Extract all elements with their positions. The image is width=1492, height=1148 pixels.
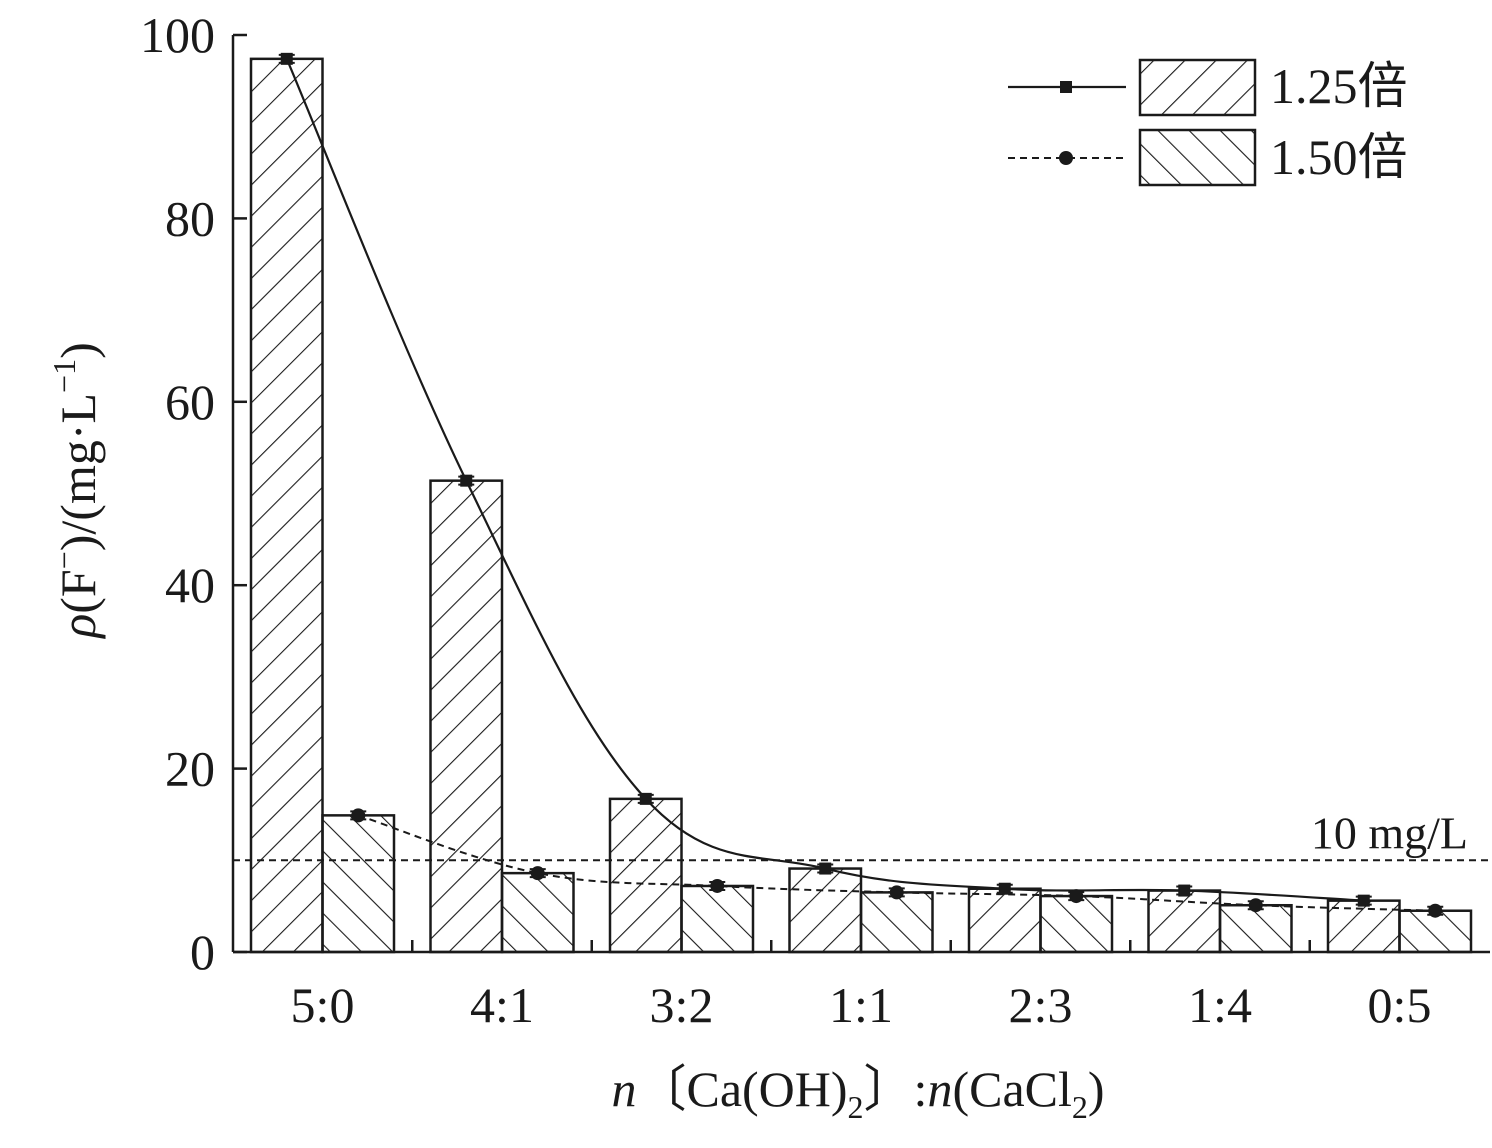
marker-2-4:1 [530, 866, 545, 881]
bar-2-3:2 [680, 884, 755, 954]
x-tick-label-1:4: 1:4 [1188, 977, 1252, 1033]
bar-2-5:0 [321, 814, 396, 954]
x-tick-label-5:0: 5:0 [291, 977, 355, 1033]
bar-1-3:2 [608, 797, 683, 954]
x-tick-label-3:2: 3:2 [650, 977, 714, 1033]
legend-swatch-2 [1138, 128, 1257, 187]
bar-1-4:1 [429, 479, 504, 954]
x-axis-label: n〔Ca(OH)2〕:n(CaCl2) [611, 1061, 1104, 1125]
x-label-sub2: 2 [1072, 1089, 1088, 1125]
y-label-f: (F [50, 569, 106, 613]
marker-1-0:5 [1357, 894, 1370, 907]
x-label-colon: : [914, 1061, 928, 1117]
x-tick-label-2:3: 2:3 [1009, 977, 1073, 1033]
y-label-exp: −1 [46, 359, 82, 393]
reference-line-label: 10 mg/L [1311, 807, 1468, 858]
marker-2-3:2 [710, 878, 725, 893]
legend-swatch-1 [1138, 58, 1257, 117]
bars-layer [249, 57, 1473, 954]
marker-1-3:2 [639, 792, 652, 805]
y-tick-label-40: 40 [165, 557, 215, 613]
axes-layer [231, 33, 1490, 954]
marker-1-5:0 [280, 52, 293, 65]
x-label-close: ) [1088, 1061, 1105, 1117]
marker-1-1:1 [819, 862, 832, 875]
legend-marker-2 [1059, 151, 1073, 165]
series-lines-layer [278, 52, 1444, 918]
bar-2-4:1 [500, 871, 575, 954]
bar-2-1:4 [1218, 903, 1293, 954]
legend: 1.25倍 1.50倍 [1008, 58, 1408, 187]
marker-2-2:3 [1069, 889, 1084, 904]
marker-1-4:1 [460, 474, 473, 487]
y-tick-label-60: 60 [165, 374, 215, 430]
bar-1-2:3 [967, 887, 1042, 954]
x-tick-label-0:5: 0:5 [1368, 977, 1432, 1033]
y-label-rho: ρ [50, 614, 106, 640]
y-tick-label-100: 100 [140, 7, 215, 63]
marker-2-5:0 [351, 808, 366, 823]
x-label-caoh: Ca(OH) [686, 1061, 847, 1117]
y-label-mid: )/(mg·L [50, 393, 106, 551]
y-tick-label-80: 80 [165, 190, 215, 246]
x-label-n1: n [611, 1061, 636, 1117]
marker-1-1:4 [1178, 884, 1191, 897]
y-axis-label: ρ(F−)/(mg·L−1) [46, 342, 106, 640]
legend-marker-1 [1060, 81, 1072, 93]
x-label-lbr: 〔 [636, 1061, 686, 1117]
x-label-sub1: 2 [848, 1089, 864, 1125]
y-tick-label-20: 20 [165, 741, 215, 797]
marker-2-1:4 [1248, 898, 1263, 913]
bar-2-1:1 [859, 891, 934, 954]
x-label-cacl: (CaCl [952, 1061, 1071, 1117]
legend-item-1: 1.25倍 [1008, 58, 1408, 117]
tick-labels-layer: 0 20 40 60 80 100 5:0 4:1 3:2 1:1 2:3 1:4 0:5 [140, 7, 1431, 1033]
bar-1-1:1 [788, 867, 863, 954]
x-label-rbr: 〕 [864, 1061, 914, 1117]
x-label-n2: n [927, 1061, 952, 1117]
marker-2-0:5 [1428, 903, 1443, 918]
bar-2-2:3 [1039, 894, 1114, 954]
marker-1-2:3 [998, 882, 1011, 895]
bar-1-5:0 [249, 57, 324, 954]
x-tick-label-1:1: 1:1 [829, 977, 893, 1033]
legend-label-2: 1.50倍 [1270, 129, 1408, 185]
marker-2-1:1 [889, 885, 904, 900]
y-label-close: ) [50, 342, 106, 359]
x-tick-label-4:1: 4:1 [470, 977, 534, 1033]
legend-label-1: 1.25倍 [1270, 58, 1408, 114]
y-label-minus: − [46, 551, 82, 569]
legend-item-2: 1.50倍 [1008, 128, 1408, 187]
y-tick-label-0: 0 [190, 924, 215, 980]
series-line-1 [285, 58, 1364, 902]
bar-1-1:4 [1147, 889, 1222, 954]
